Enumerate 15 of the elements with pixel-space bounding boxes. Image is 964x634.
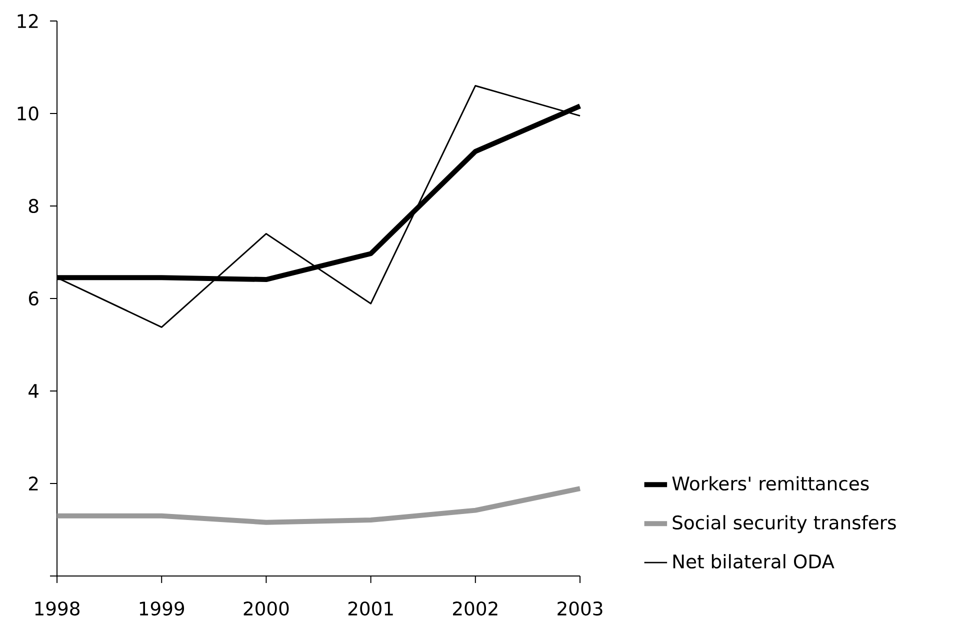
y-tick-label: 10 [18, 106, 38, 121]
y-tick-label: 2 [29, 476, 38, 490]
y-tick-label: 6 [28, 291, 38, 306]
x-tick-label: 2000 [244, 601, 289, 616]
x-tick-label: 2002 [453, 601, 498, 616]
y-tick-label: 4 [28, 384, 38, 398]
x-tick-label: 1999 [140, 601, 184, 616]
x-tick-label: 2003 [558, 601, 602, 616]
y-tick-label: 8 [28, 198, 38, 214]
legend-label: Workers' remittances [672, 476, 869, 491]
legend-label: Net bilateral ODA [673, 554, 834, 569]
x-tick-label: 2001 [348, 601, 393, 616]
y-tick-label: 12 [18, 14, 38, 28]
x-tick-label: 1998 [35, 601, 80, 616]
legend-label: Social security transfers [672, 515, 896, 534]
